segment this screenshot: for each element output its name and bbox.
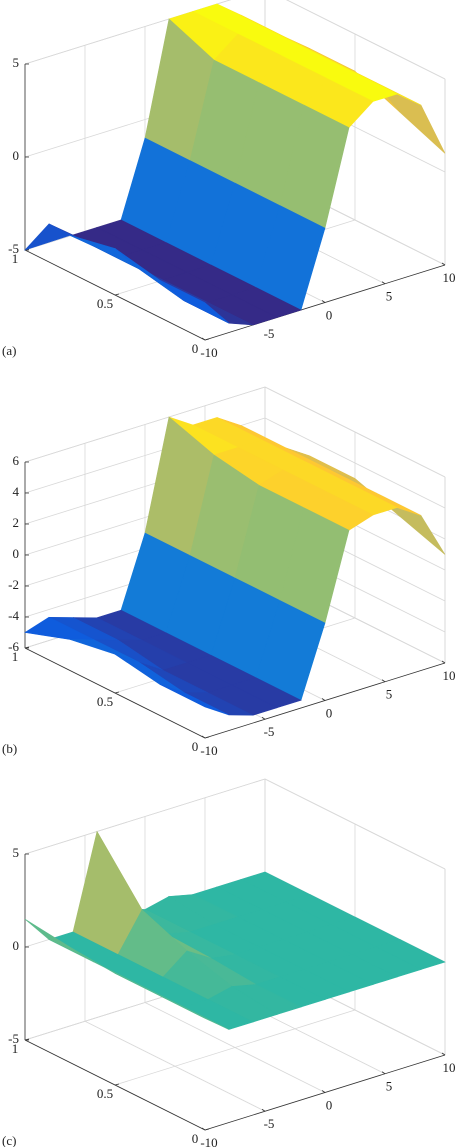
t-tick-label: 0.5: [97, 296, 113, 311]
surface-cell: [159, 995, 230, 1030]
tick-mark: [261, 716, 266, 720]
t-tick-label: 0: [192, 341, 199, 356]
tick-mark: [261, 1108, 266, 1112]
t-tick-label: 1: [12, 649, 19, 664]
z-tick-label: 5: [13, 845, 20, 860]
z-tick-label: 4: [13, 484, 20, 499]
panel-label: (c): [2, 1133, 16, 1147]
x-tick-label: 5: [386, 687, 393, 702]
tick-mark: [114, 1083, 120, 1086]
t-tick-label: 0: [192, 739, 199, 754]
x-tick-label: 10: [443, 270, 456, 285]
tick-mark: [321, 300, 326, 303]
z-tick-label: 0: [13, 546, 20, 561]
x-tick-label: 0: [326, 1097, 333, 1112]
t-tick-label: 1: [12, 1041, 19, 1056]
z-tick-label: 0: [13, 148, 20, 163]
t-tick-label: 0.5: [97, 694, 113, 709]
tick-mark: [441, 262, 446, 266]
tick-mark: [204, 338, 210, 341]
tick-mark: [381, 679, 386, 683]
z-tick-label: 5: [13, 55, 20, 70]
tick-mark: [204, 736, 210, 739]
x-tick-label: 0: [326, 705, 333, 720]
t-tick-label: 1: [12, 251, 19, 266]
x-tick-label: 0: [326, 307, 333, 322]
x-tick-label: -10: [200, 1135, 217, 1147]
x-tick-label: -10: [200, 345, 217, 360]
z-tick-label: -6: [8, 639, 19, 654]
tick-mark: [321, 698, 326, 701]
panel-label: (b): [2, 741, 17, 756]
tick-mark: [24, 646, 30, 649]
tick-mark: [201, 1127, 206, 1131]
tick-mark: [114, 691, 120, 694]
x-tick-label: -5: [264, 724, 275, 739]
x-tick-label: 5: [386, 289, 393, 304]
tick-mark: [201, 337, 206, 341]
z-tick-label: 2: [13, 515, 20, 530]
grid-line: [114, 1009, 356, 1086]
panel-label: (a): [2, 343, 16, 358]
z-tick-label: 0: [13, 938, 20, 953]
tick-mark: [441, 1052, 446, 1056]
tick-mark: [114, 293, 120, 296]
z-tick-label: -5: [8, 241, 19, 256]
z-tick-label: 6: [13, 453, 20, 468]
z-tick-label: -4: [8, 608, 19, 623]
z-tick-label: -5: [8, 1031, 19, 1046]
tick-mark: [441, 660, 446, 664]
tick-mark: [204, 1128, 210, 1131]
x-tick-label: 10: [443, 1060, 456, 1075]
tick-mark: [321, 1090, 326, 1093]
tick-mark: [24, 1038, 30, 1041]
x-tick-label: 10: [443, 668, 456, 683]
t-tick-label: 0: [192, 1131, 199, 1146]
t-tick-label: 0.5: [97, 1086, 113, 1101]
tick-mark: [201, 735, 206, 739]
x-tick-label: -5: [264, 1116, 275, 1131]
tick-mark: [381, 1071, 386, 1075]
z-tick-label: -2: [8, 577, 19, 592]
surface-cell: [159, 684, 230, 716]
surface-cell: [159, 280, 230, 324]
x-tick-label: 5: [386, 1079, 393, 1094]
x-tick-label: -5: [264, 326, 275, 341]
tick-mark: [381, 281, 386, 285]
x-tick-label: -10: [200, 743, 217, 758]
